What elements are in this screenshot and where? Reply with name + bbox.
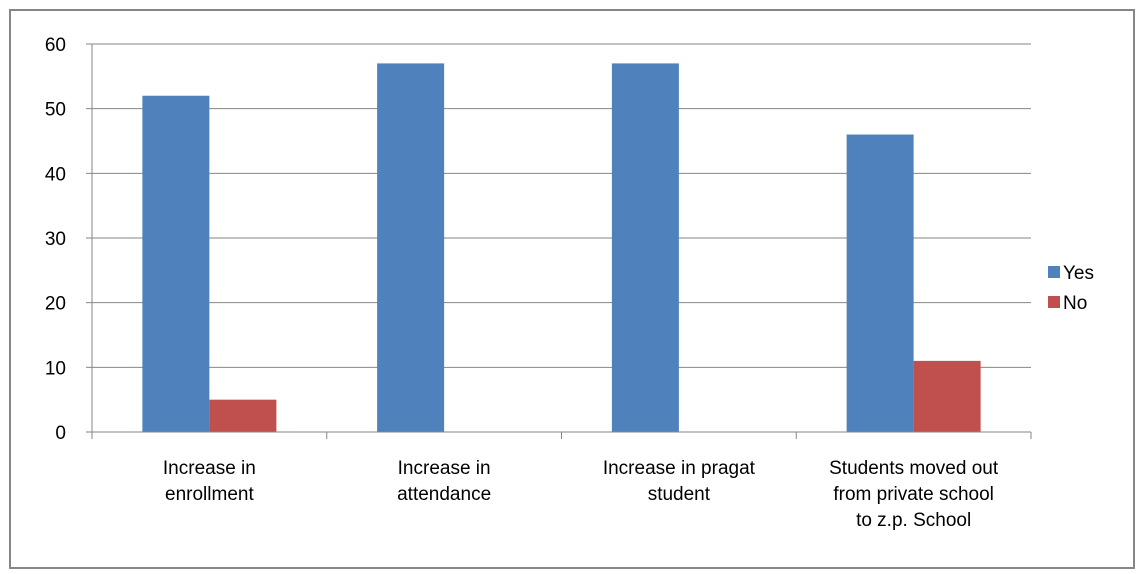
y-tick-label: 20 bbox=[45, 294, 66, 315]
y-tick-label: 40 bbox=[45, 164, 66, 185]
bar-yes bbox=[846, 134, 914, 433]
y-tick-label: 10 bbox=[45, 358, 66, 379]
y-tick-label: 30 bbox=[45, 229, 66, 250]
x-category-label: Increase in pragat student bbox=[603, 458, 756, 505]
x-category-label-line: from private school bbox=[833, 484, 994, 505]
x-category-label-line: attendance bbox=[397, 484, 491, 505]
x-category-label: Students moved out from private school to … bbox=[829, 458, 999, 531]
bars bbox=[142, 63, 981, 433]
bar-no bbox=[913, 360, 981, 432]
x-category-label: Increase in enrollment bbox=[163, 458, 256, 505]
x-category-label-line: Students moved out bbox=[829, 458, 999, 479]
y-tick-label: 60 bbox=[45, 35, 66, 56]
x-category-label-line: Increase in pragat bbox=[603, 458, 756, 479]
x-category-label-line: to z.p. School bbox=[856, 510, 971, 531]
bar-yes bbox=[377, 63, 445, 433]
bar-yes bbox=[142, 95, 210, 432]
x-category-label-line: Increase in bbox=[163, 458, 256, 479]
y-tick-label: 50 bbox=[45, 100, 66, 121]
legend-swatch-yes bbox=[1048, 266, 1060, 278]
legend-label-yes: Yes bbox=[1063, 263, 1094, 284]
bar-yes bbox=[611, 63, 679, 433]
axes bbox=[86, 43, 1032, 439]
legend-swatch-no bbox=[1048, 296, 1060, 308]
x-category-label-line: Increase in bbox=[398, 458, 491, 479]
x-category-label: Increase in attendance bbox=[397, 458, 491, 505]
x-category-label-line: enrollment bbox=[165, 484, 254, 505]
bar-no bbox=[209, 399, 277, 432]
x-category-label-line: student bbox=[648, 484, 711, 505]
y-tick-label: 0 bbox=[55, 423, 66, 444]
legend-label-no: No bbox=[1063, 293, 1087, 314]
legend: Yes No bbox=[1048, 263, 1094, 314]
